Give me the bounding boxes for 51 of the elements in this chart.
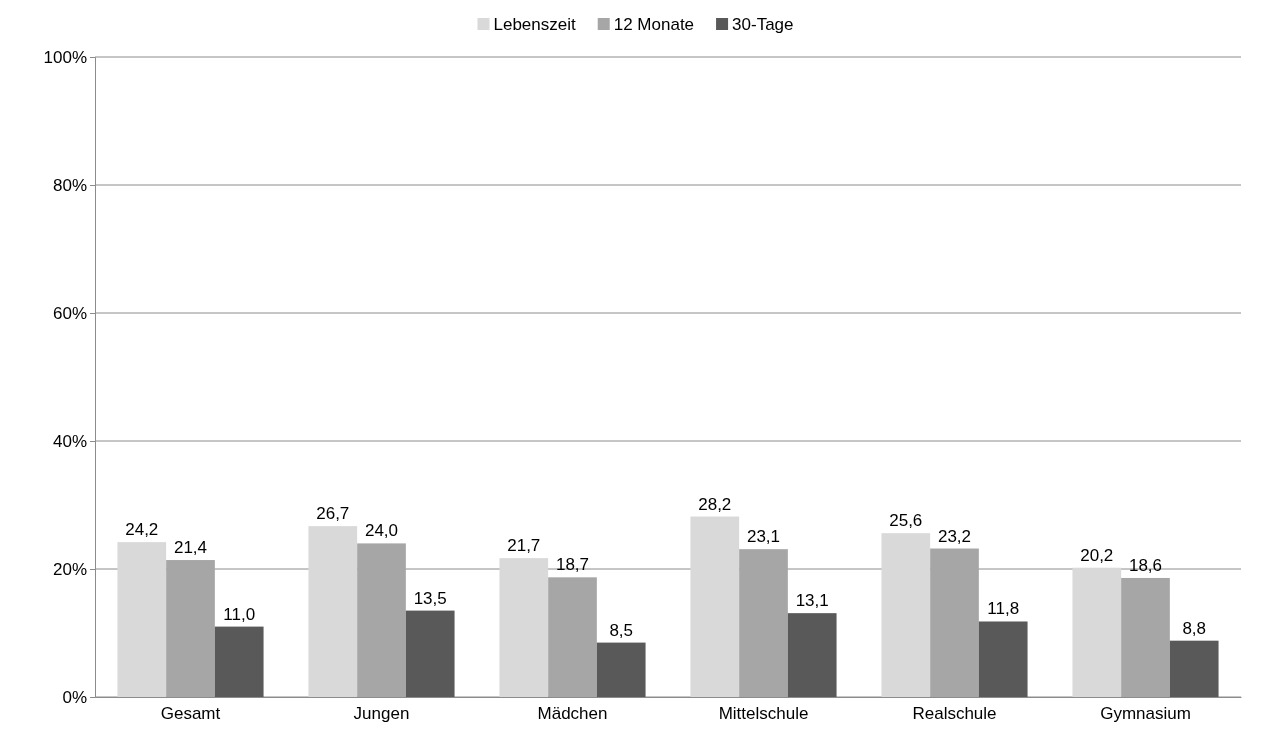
- bar: [978, 621, 1028, 697]
- data-label: 23,1: [746, 527, 781, 547]
- bar: [117, 542, 167, 697]
- bar: [357, 543, 406, 697]
- data-label: 8,8: [1182, 618, 1207, 638]
- y-tick-label: 80%: [52, 175, 87, 195]
- data-label: 24,0: [364, 521, 399, 541]
- y-tick-label: 20%: [52, 559, 87, 579]
- legend-label: 12 Monate: [613, 15, 695, 34]
- data-label: 11,8: [987, 599, 1020, 619]
- bar: [405, 610, 455, 697]
- data-label: 21,4: [173, 538, 208, 558]
- x-tick-label: Jungen: [353, 704, 410, 724]
- bar: [930, 548, 979, 697]
- bar: [499, 558, 549, 697]
- x-tick-label: Realschule: [912, 704, 997, 724]
- data-label: 18,6: [1128, 555, 1163, 575]
- data-label: 13,1: [795, 591, 829, 611]
- data-label: 26,7: [316, 504, 350, 524]
- x-tick-label: Gymnasium: [1100, 704, 1191, 724]
- bar: [214, 626, 264, 697]
- y-tick-label: 40%: [52, 431, 87, 451]
- x-tick-label: Gesamt: [160, 704, 221, 724]
- data-label: 23,2: [937, 526, 972, 546]
- x-tick-label: Mädchen: [537, 704, 608, 724]
- legend-label: Lebenszeit: [493, 15, 576, 34]
- y-tick-label: 60%: [52, 303, 87, 323]
- x-tick-label: Mittelschule: [718, 704, 809, 724]
- data-label: 28,2: [698, 494, 732, 514]
- data-label: 8,5: [609, 620, 634, 640]
- bar: [548, 577, 597, 697]
- bar: [739, 549, 788, 697]
- bar: [166, 560, 215, 697]
- data-label: 21,7: [507, 536, 541, 556]
- data-label: 18,7: [555, 555, 590, 575]
- bar: [1072, 567, 1122, 697]
- data-label: 13,5: [413, 588, 447, 608]
- bar: [787, 613, 837, 697]
- bar: [1169, 640, 1219, 697]
- y-tick-label: 100%: [43, 47, 87, 67]
- legend-label: 30-Tage: [732, 15, 794, 34]
- bar: [308, 526, 358, 697]
- data-label: 20,2: [1080, 545, 1114, 565]
- data-label: 25,6: [889, 511, 923, 531]
- bar: [1121, 577, 1170, 697]
- data-label: 11,0: [223, 604, 256, 624]
- bar: [690, 516, 740, 697]
- bar: [881, 533, 931, 697]
- y-tick-label: 0%: [62, 687, 87, 707]
- data-label: 24,2: [125, 520, 159, 540]
- bar: [596, 642, 646, 697]
